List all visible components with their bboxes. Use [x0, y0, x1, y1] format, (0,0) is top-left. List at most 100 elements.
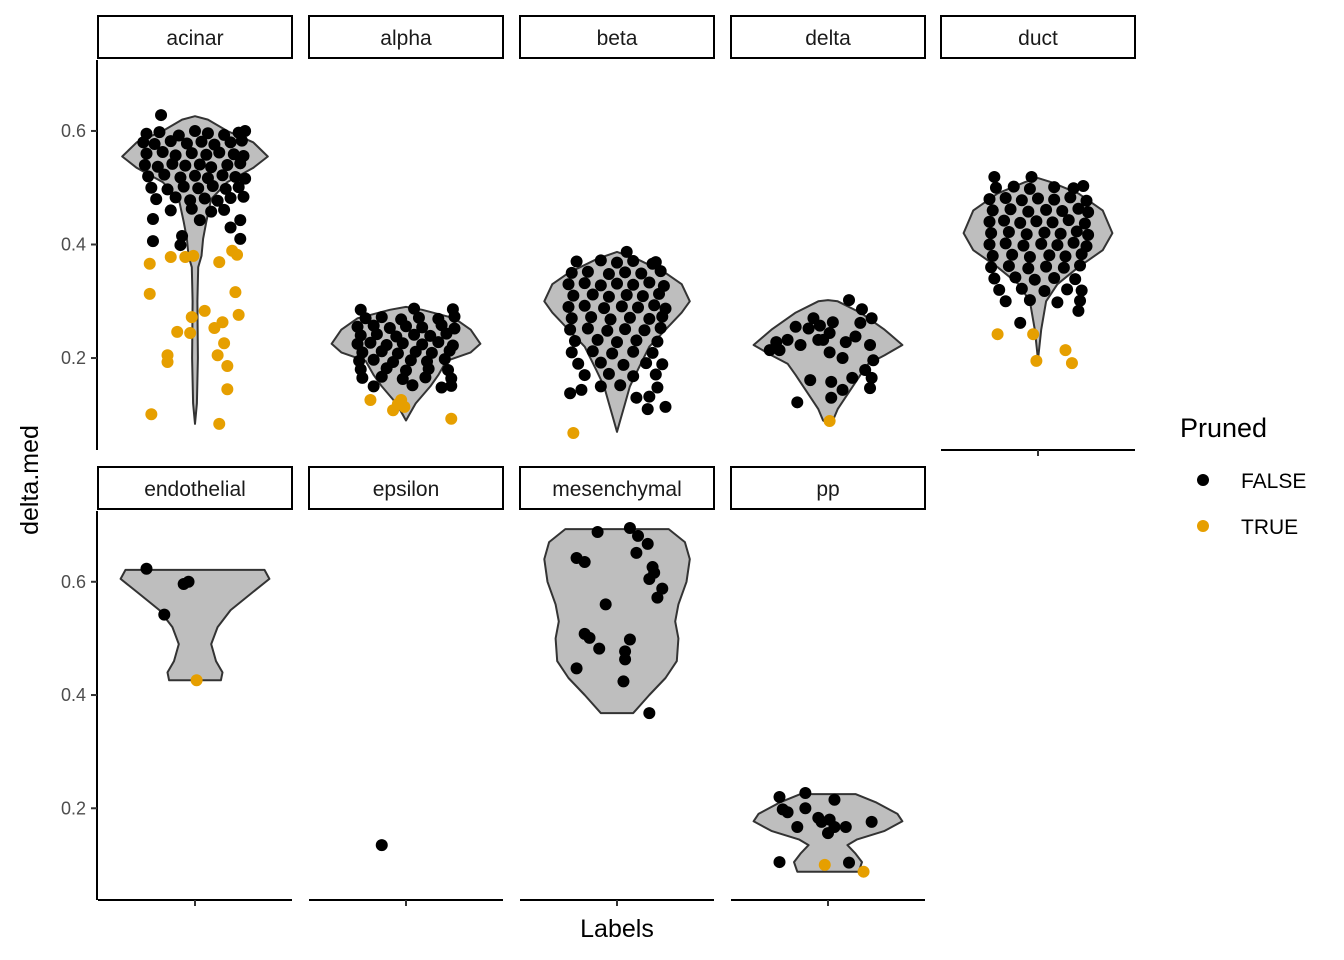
point-false: [983, 193, 996, 206]
point-false: [643, 572, 656, 585]
point-false: [620, 289, 633, 302]
point-false: [193, 158, 206, 171]
point-false: [1014, 316, 1027, 329]
point-false: [636, 290, 649, 303]
point-false: [424, 329, 437, 342]
point-false: [594, 279, 607, 292]
point-false: [623, 311, 636, 324]
point-false: [849, 330, 862, 343]
point-false: [166, 157, 179, 170]
point-false: [1023, 250, 1036, 263]
point-false: [1017, 239, 1030, 252]
point-false: [189, 169, 201, 182]
point-false: [1040, 203, 1053, 216]
facet-delta: delta: [730, 15, 926, 428]
point-false: [843, 294, 856, 307]
point-false: [1075, 248, 1088, 261]
point-false: [224, 191, 237, 204]
point-true: [221, 359, 234, 372]
point-false: [562, 278, 575, 291]
point-false: [1057, 261, 1070, 274]
point-true: [143, 287, 156, 300]
point-false: [1048, 271, 1061, 284]
point-true: [216, 316, 229, 329]
point-false: [773, 790, 786, 803]
legend-key-true: [1197, 520, 1209, 532]
point-false: [164, 135, 177, 148]
point-false: [620, 245, 633, 258]
point-false: [1022, 262, 1035, 275]
point-false: [649, 368, 662, 381]
point-false: [843, 856, 856, 869]
point-false: [221, 159, 234, 172]
point-false: [988, 170, 1001, 183]
y-tick-label: 0.6: [61, 572, 86, 592]
point-false: [623, 521, 636, 534]
point-false: [983, 215, 996, 228]
point-false: [375, 345, 388, 358]
point-false: [570, 662, 583, 675]
legend-title: Pruned: [1180, 413, 1267, 443]
point-false: [180, 137, 193, 150]
point-false: [623, 633, 636, 646]
point-true: [445, 412, 458, 425]
point-false: [601, 324, 614, 337]
point-false: [234, 232, 247, 245]
facet-beta: beta: [519, 15, 715, 439]
facet-strip-label: delta: [805, 27, 851, 50]
point-false: [158, 608, 171, 621]
point-false: [416, 321, 429, 334]
point-false: [583, 631, 596, 644]
point-false: [1048, 193, 1061, 206]
point-false: [404, 354, 417, 367]
point-false: [602, 367, 615, 380]
point-false: [375, 839, 388, 852]
point-false: [1014, 216, 1027, 229]
point-false: [156, 145, 169, 158]
point-false: [649, 256, 662, 269]
point-false: [619, 266, 632, 279]
point-false: [836, 383, 849, 396]
point-false: [145, 181, 158, 194]
point-false: [993, 283, 1006, 296]
point-false: [200, 148, 213, 161]
violin: [543, 528, 691, 715]
point-false: [591, 333, 604, 346]
point-false: [599, 598, 612, 611]
point-false: [1056, 205, 1069, 218]
y-tick-label: 0.4: [61, 234, 86, 254]
point-false: [164, 204, 177, 217]
point-true: [395, 394, 408, 407]
facet-strip-label: duct: [1018, 27, 1058, 50]
point-false: [176, 229, 189, 242]
point-false: [570, 255, 583, 268]
point-false: [791, 820, 804, 833]
point-false: [828, 793, 841, 806]
point-true: [218, 337, 231, 350]
point-false: [578, 277, 591, 290]
point-false: [611, 336, 623, 349]
point-false: [598, 302, 611, 315]
point-true: [164, 250, 177, 263]
point-false: [1062, 214, 1075, 227]
point-false: [807, 312, 820, 325]
point-false: [440, 327, 453, 340]
point-false: [375, 370, 388, 383]
point-false: [161, 183, 174, 196]
point-false: [1061, 283, 1074, 296]
point-false: [1007, 180, 1020, 193]
point-false: [367, 353, 380, 366]
point-false: [174, 171, 187, 184]
point-false: [656, 358, 669, 371]
point-false: [578, 555, 591, 568]
point-false: [565, 312, 578, 325]
facet-acinar: acinar 0.2 0.4 0.6: [61, 15, 293, 450]
point-false: [445, 379, 458, 392]
point-true: [818, 858, 831, 871]
point-false: [1023, 182, 1036, 195]
point-true: [190, 674, 203, 687]
point-false: [448, 310, 461, 323]
point-false: [602, 290, 615, 303]
point-false: [825, 391, 838, 404]
point-false: [999, 191, 1012, 204]
